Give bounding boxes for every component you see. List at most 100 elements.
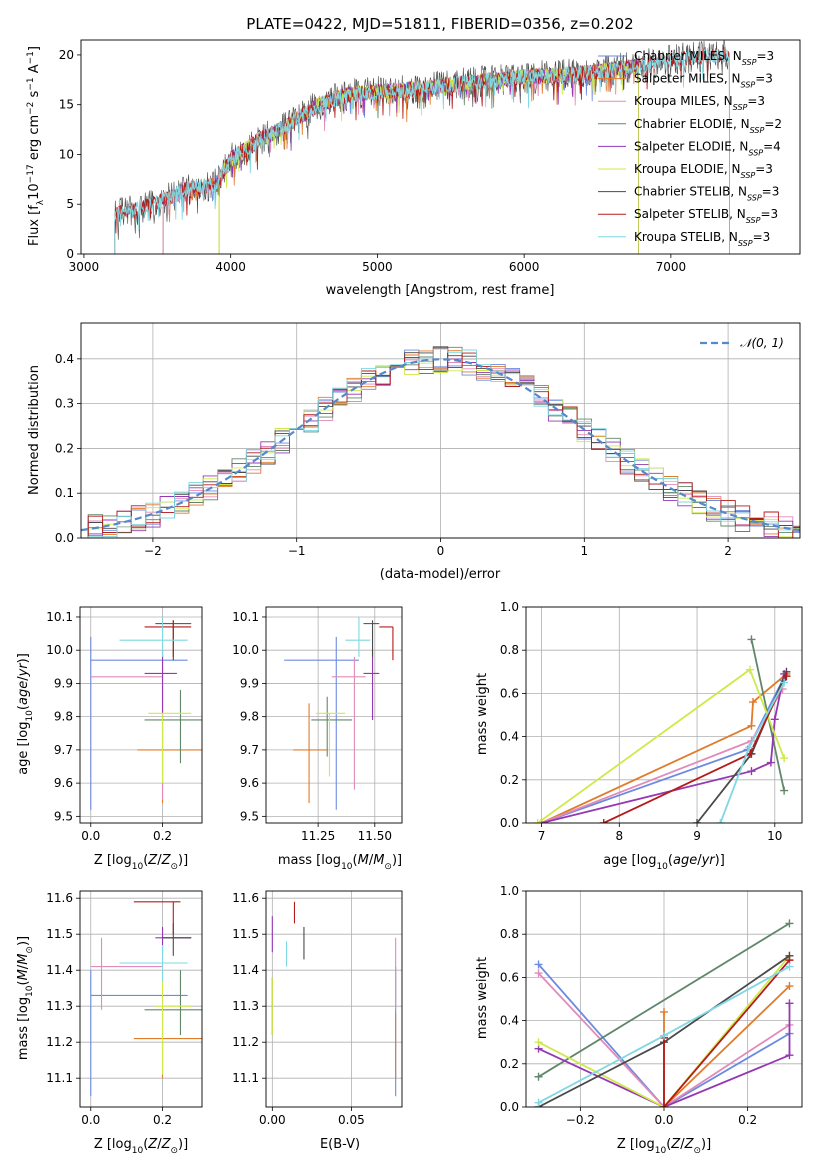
massweight-marker	[785, 999, 794, 1008]
mass-vs-ebv-frame	[265, 890, 403, 1108]
x-tick-label: 5000	[362, 260, 393, 274]
massweight-marker	[599, 819, 608, 823]
massweight-marker	[749, 698, 758, 707]
legend-entry: Salpeter ELODIE, NSSP=4	[634, 139, 781, 157]
mass-vs-ebv-errorbars	[271, 901, 397, 1097]
errorbar	[144, 650, 177, 720]
normal-curve	[81, 358, 800, 532]
massZ-ylabel: mass [log10(M/M⊙)]	[16, 936, 35, 1060]
massweight-marker	[747, 635, 756, 644]
y-tick-label: 9.6	[240, 776, 259, 790]
massweight-marker	[716, 819, 725, 823]
errorbar	[311, 696, 353, 757]
massweight-marker	[533, 819, 542, 823]
massweight-marker	[785, 982, 794, 991]
y-tick-label: 0.6	[500, 970, 519, 984]
y-tick-label: 9.5	[240, 809, 259, 823]
y-tick-label: 11.3	[232, 999, 259, 1013]
y-tick-label: 10.1	[232, 610, 259, 624]
y-tick-label: 0.1	[55, 486, 74, 500]
y-tick-label: 0.3	[55, 397, 74, 411]
legend-entry: Salpeter STELIB, NSSP=3	[634, 207, 778, 225]
errorbar	[155, 977, 192, 1075]
massweight-marker	[660, 1103, 668, 1107]
errorbar	[144, 690, 202, 764]
massweight-line	[538, 1003, 791, 1107]
age-vs-Z-axes: 0.0 0.2 9.5 9.6 9.7 9.8 9.9 10.0 10.1	[46, 607, 202, 843]
y-tick-label: 11.2	[46, 1035, 73, 1049]
x-tick-label: 7000	[656, 260, 687, 274]
massweight-marker	[534, 1038, 543, 1047]
residual-xlabel: (data-model)/error	[380, 567, 501, 582]
x-tick-label: 3000	[69, 260, 100, 274]
residual-histogram	[81, 350, 800, 538]
mass-vs-Z-frame	[79, 890, 203, 1108]
massweight-marker	[693, 819, 702, 823]
age-vs-mass-axes: 11.25 11.50 9.5 9.6 9.7 9.8 9.9 10.0 10.1	[232, 607, 402, 843]
errorbar	[119, 616, 188, 657]
massweight-line	[663, 959, 791, 1107]
y-tick-label: 11.2	[232, 1035, 259, 1049]
spectrum-ylabel: Flux [fλ10−17 erg cm−2 s−1 A−1]	[26, 46, 46, 246]
massweight-marker	[785, 962, 794, 971]
residual-panel: (data-model)/error Normed distribution	[27, 365, 501, 582]
errorbar	[345, 616, 371, 657]
residual-histogram	[81, 349, 800, 538]
y-tick-label: 0.2	[500, 773, 519, 787]
y-tick-label: 11.3	[46, 999, 73, 1013]
legend-entry: Kroupa MILES, NSSP=3	[634, 94, 765, 112]
errorbar	[119, 945, 188, 981]
mass-vs-Z-errorbars	[90, 901, 202, 1097]
massweight-line	[538, 922, 790, 1078]
errorbar	[144, 970, 202, 1035]
mw-vs-Z-frame	[525, 890, 803, 1108]
residual-histogram	[81, 346, 800, 538]
spectrum-xlabel: wavelength [Angstrom, rest frame]	[326, 283, 555, 298]
x-tick-label: 0.2	[738, 1113, 757, 1127]
massweight-marker	[766, 758, 775, 767]
y-tick-label: 0.2	[55, 441, 74, 455]
massweight-marker	[745, 665, 754, 674]
massweight-marker	[534, 1072, 543, 1081]
y-tick-label: 0.6	[500, 686, 519, 700]
spectrum-panel: PLATE=0422, MJD=51811, FIBERID=0356, z=0…	[26, 15, 634, 298]
massweight-marker	[534, 969, 543, 978]
y-tick-label: 11.5	[46, 927, 73, 941]
legend-entry: 𝒩(0, 1)	[740, 336, 784, 350]
y-tick-label: 11.4	[232, 963, 259, 977]
massweight-marker	[747, 767, 756, 776]
massweight-marker	[770, 715, 779, 724]
massweight-line	[538, 955, 791, 1107]
mwZ-ylabel: mass weight	[475, 957, 490, 1039]
x-tick-label: 8	[615, 829, 623, 843]
y-tick-label: 1.0	[500, 884, 519, 898]
spectrum-series-line	[114, 47, 730, 254]
errorbar	[315, 712, 346, 777]
errorbar	[284, 636, 359, 810]
spectrum-legend: Chabrier MILES, NSSP=3 Salpeter MILES, NS…	[598, 49, 782, 247]
y-tick-label: 10.0	[46, 643, 73, 657]
mwZ-xlabel: Z [log10(Z/Z⊙)]	[617, 1137, 711, 1156]
y-tick-label: 0.4	[500, 730, 519, 744]
residual-ylabel: Normed distribution	[27, 365, 42, 495]
massweight-line	[537, 963, 790, 1107]
residual-histogram	[81, 348, 800, 538]
y-tick-label: 0.8	[500, 643, 519, 657]
y-tick-label: 9.8	[240, 710, 259, 724]
mass-vs-ebv-axes: 0.00 0.05 11.1 11.2 11.3 11.4 11.5 11.6	[232, 891, 402, 1127]
massweight-marker	[782, 672, 791, 681]
mw-vs-age-frame	[525, 606, 803, 824]
legend-entry: Chabrier ELODIE, NSSP=2	[634, 117, 782, 135]
massweight-marker	[747, 721, 756, 730]
y-tick-label: 5	[66, 197, 74, 211]
massweight-line	[663, 985, 791, 1107]
massweight-marker	[660, 1031, 668, 1040]
residual-histogram	[81, 347, 800, 538]
massweight-marker	[745, 743, 754, 752]
spectrum-frame	[80, 39, 801, 255]
spectrum-axes: 3000 4000 5000 6000 7000 0 5 10 15 20	[59, 48, 686, 274]
mwAge-xlabel: age [log10(age/yr)]	[603, 853, 725, 872]
y-tick-label: 9.6	[54, 776, 73, 790]
y-tick-label: 11.5	[232, 927, 259, 941]
